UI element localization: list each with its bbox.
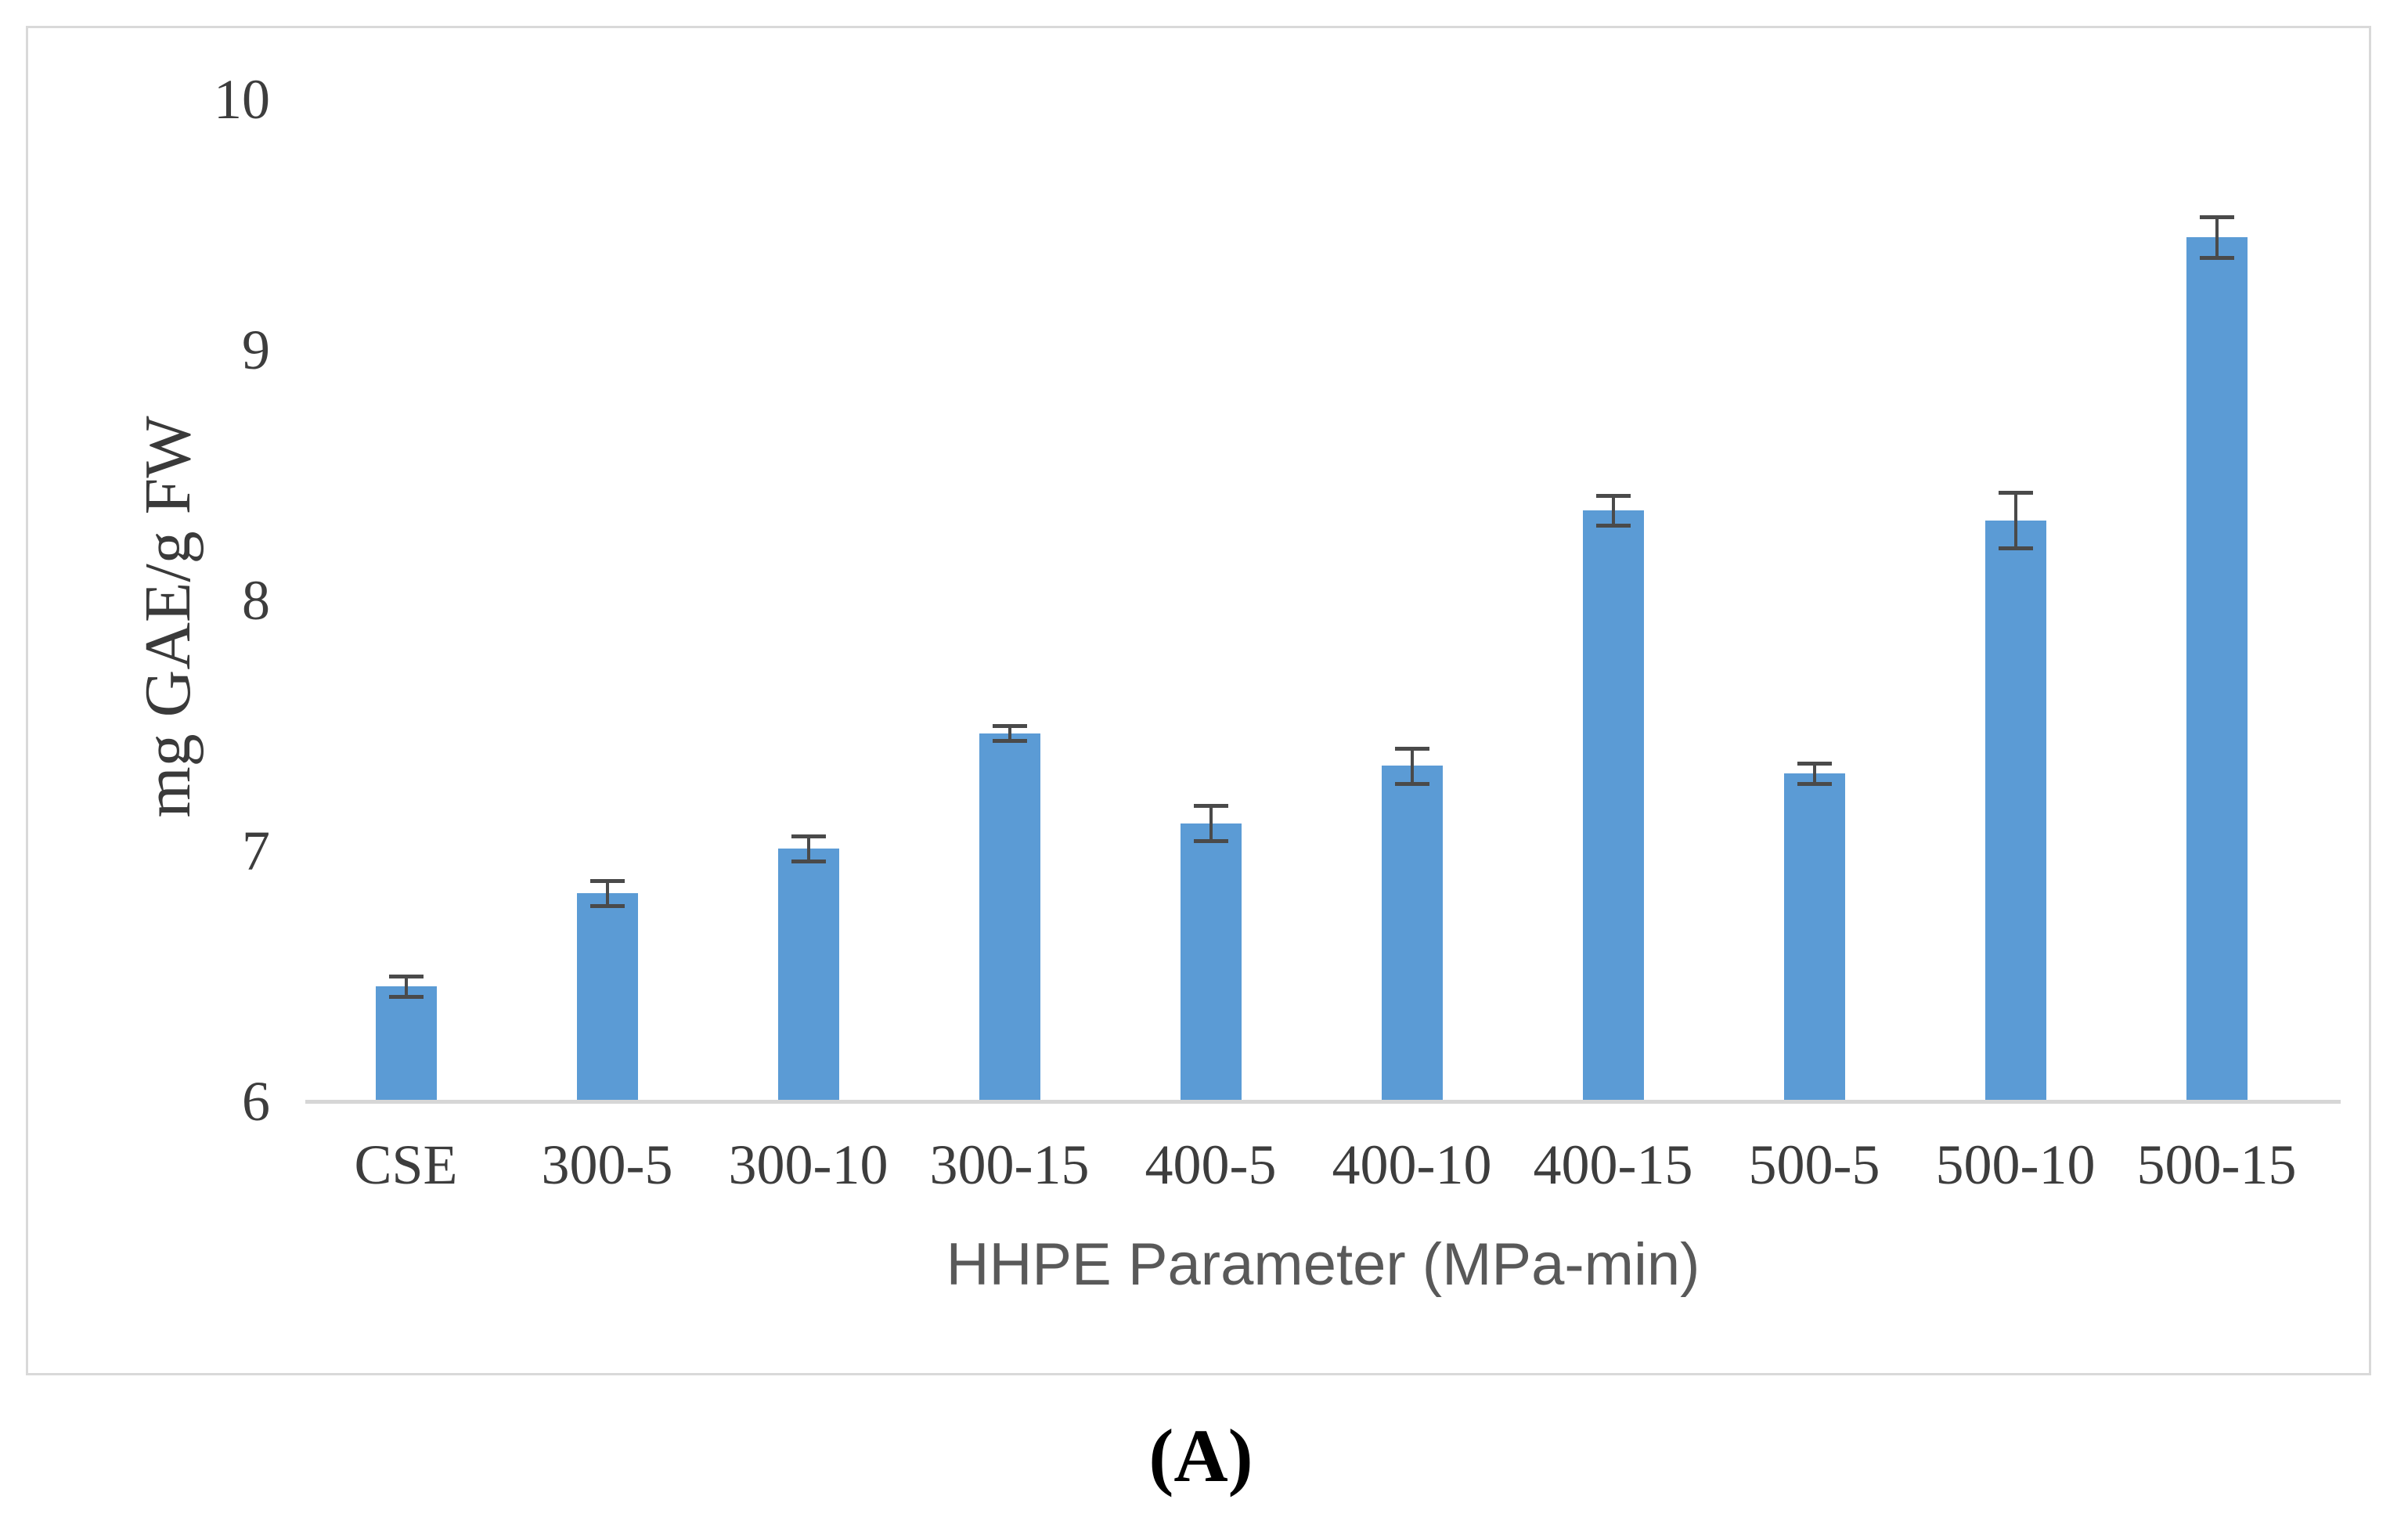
y-tick-label: 7 — [242, 820, 270, 882]
chart-frame — [26, 26, 2371, 1375]
error-bar-cap-top — [992, 724, 1027, 728]
error-bar-cap-top — [1595, 493, 1631, 498]
bar — [1582, 510, 1644, 1101]
error-bar — [1812, 763, 1816, 784]
error-bar — [1209, 805, 1213, 841]
error-bar-cap-bottom — [791, 859, 826, 863]
bar — [2186, 237, 2248, 1101]
error-bar — [2215, 217, 2219, 258]
bar — [576, 893, 638, 1101]
x-tick-label: 500-5 — [1748, 1133, 1880, 1196]
bar — [1180, 823, 1242, 1101]
x-tick-label: CSE — [354, 1133, 458, 1196]
x-tick-label: 500-15 — [2136, 1133, 2297, 1196]
error-bar — [1611, 495, 1615, 525]
error-bar-cap-bottom — [589, 904, 625, 909]
x-tick-label: 300-5 — [541, 1133, 673, 1196]
x-tick-label: 400-5 — [1145, 1133, 1277, 1196]
error-bar — [2013, 492, 2017, 548]
error-bar — [806, 835, 810, 861]
bar — [375, 986, 437, 1101]
error-bar-cap-top — [2199, 215, 2234, 220]
error-bar-cap-top — [388, 975, 424, 978]
error-bar-cap-bottom — [2199, 255, 2234, 260]
bar — [1783, 773, 1845, 1101]
x-axis-line — [305, 1100, 2341, 1104]
error-bar-cap-top — [1998, 491, 2033, 496]
bar — [979, 733, 1040, 1101]
error-bar — [1008, 726, 1011, 741]
error-bar-cap-bottom — [1797, 781, 1832, 786]
error-bar-cap-top — [791, 834, 826, 838]
error-bar-cap-top — [1193, 804, 1228, 809]
y-tick-label: 10 — [214, 68, 270, 131]
x-tick-label: 400-10 — [1332, 1133, 1492, 1196]
bar — [1381, 766, 1443, 1101]
x-axis-title: HHPE Parameter (MPa-min) — [946, 1231, 1700, 1298]
error-bar-cap-bottom — [1394, 781, 1429, 786]
bar — [1984, 520, 2046, 1101]
error-bar — [404, 976, 408, 996]
error-bar-cap-bottom — [1595, 524, 1631, 528]
x-tick-label: 500-10 — [1935, 1133, 2096, 1196]
error-bar-cap-bottom — [388, 994, 424, 999]
figure-label: (A) — [1148, 1414, 1253, 1497]
x-tick-label: 300-15 — [929, 1133, 1090, 1196]
y-tick-label: 9 — [242, 319, 270, 381]
error-bar-cap-top — [1797, 762, 1832, 766]
x-tick-label: 300-10 — [728, 1133, 889, 1196]
error-bar-cap-bottom — [1998, 546, 2033, 550]
error-bar — [605, 881, 609, 906]
y-tick-label: 8 — [242, 569, 270, 632]
y-tick-label: 6 — [242, 1070, 270, 1133]
error-bar-cap-top — [589, 879, 625, 884]
error-bar-cap-bottom — [992, 739, 1027, 744]
error-bar — [1410, 748, 1414, 784]
error-bar-cap-top — [1394, 746, 1429, 751]
bar — [777, 848, 839, 1101]
x-tick-label: 400-15 — [1533, 1133, 1693, 1196]
error-bar-cap-bottom — [1193, 839, 1228, 844]
